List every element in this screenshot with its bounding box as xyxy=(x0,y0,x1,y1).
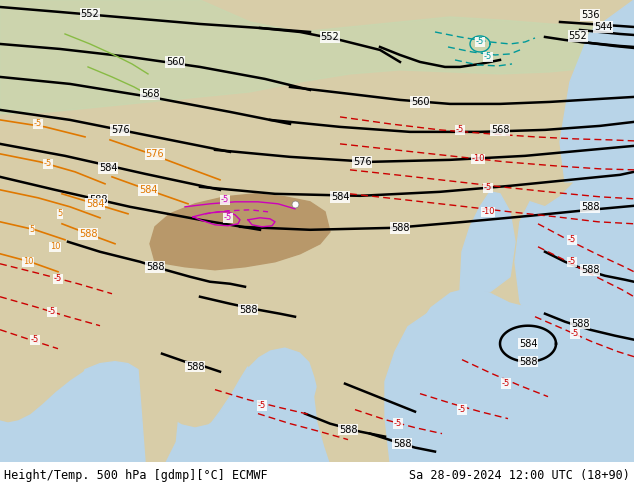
Text: -5: -5 xyxy=(568,235,576,245)
Text: -5: -5 xyxy=(258,401,266,410)
Text: Sa 28-09-2024 12:00 UTC (18+90): Sa 28-09-2024 12:00 UTC (18+90) xyxy=(409,469,630,482)
Polygon shape xyxy=(515,0,634,462)
Polygon shape xyxy=(118,350,178,462)
Text: 576: 576 xyxy=(111,125,129,135)
Text: Height/Temp. 500 hPa [gdmp][°C] ECMWF: Height/Temp. 500 hPa [gdmp][°C] ECMWF xyxy=(4,469,268,482)
Text: 588: 588 xyxy=(391,223,410,233)
Polygon shape xyxy=(460,192,515,292)
Text: 5: 5 xyxy=(57,209,63,219)
Text: -5: -5 xyxy=(458,405,466,414)
Text: -5: -5 xyxy=(44,159,52,169)
Text: 576: 576 xyxy=(146,149,164,159)
Polygon shape xyxy=(348,377,400,462)
Text: 584: 584 xyxy=(86,199,104,209)
Polygon shape xyxy=(315,371,360,462)
Polygon shape xyxy=(385,312,490,462)
Text: -5: -5 xyxy=(456,125,464,134)
Text: -5: -5 xyxy=(484,183,492,193)
Text: -10: -10 xyxy=(481,207,495,216)
Text: 588: 588 xyxy=(581,265,599,275)
Text: -5: -5 xyxy=(31,335,39,344)
Text: -5: -5 xyxy=(484,52,492,61)
Polygon shape xyxy=(170,367,248,462)
Text: 544: 544 xyxy=(594,22,612,32)
Text: 588: 588 xyxy=(339,425,357,435)
Text: -5: -5 xyxy=(221,196,229,204)
Text: 588: 588 xyxy=(392,439,411,449)
Text: 10: 10 xyxy=(23,257,33,266)
Text: -5: -5 xyxy=(34,120,42,128)
Text: 584: 584 xyxy=(331,192,349,202)
Text: 588: 588 xyxy=(571,318,589,329)
Polygon shape xyxy=(78,362,145,462)
Text: 588: 588 xyxy=(239,305,257,315)
Text: 584: 584 xyxy=(139,185,157,195)
Text: 584: 584 xyxy=(99,163,117,173)
Text: 588: 588 xyxy=(519,357,537,367)
Text: 588: 588 xyxy=(186,362,204,372)
Text: 568: 568 xyxy=(141,89,159,99)
Text: -5: -5 xyxy=(476,37,484,47)
Text: -5: -5 xyxy=(224,213,232,222)
Text: -5: -5 xyxy=(394,419,402,428)
Polygon shape xyxy=(490,167,510,197)
Text: -5: -5 xyxy=(48,307,56,316)
Text: 10: 10 xyxy=(49,242,60,251)
Text: 588: 588 xyxy=(146,262,164,272)
Text: -5: -5 xyxy=(502,379,510,388)
Polygon shape xyxy=(530,167,575,197)
Text: 552: 552 xyxy=(321,32,339,42)
Polygon shape xyxy=(510,184,530,207)
Text: 5: 5 xyxy=(29,225,35,234)
Text: -5: -5 xyxy=(568,257,576,266)
Text: 576: 576 xyxy=(353,157,372,167)
Polygon shape xyxy=(0,0,634,114)
Text: 588: 588 xyxy=(581,202,599,212)
Polygon shape xyxy=(150,194,330,270)
Text: 560: 560 xyxy=(165,57,184,67)
Text: 588: 588 xyxy=(79,229,97,239)
Text: 552: 552 xyxy=(569,31,587,41)
Text: -10: -10 xyxy=(471,154,485,163)
Polygon shape xyxy=(0,0,634,457)
Text: -5: -5 xyxy=(571,329,579,338)
Text: 584: 584 xyxy=(519,339,537,349)
Text: 536: 536 xyxy=(581,10,599,20)
Text: -5: -5 xyxy=(54,274,62,283)
Text: 552: 552 xyxy=(81,9,100,19)
Text: 568: 568 xyxy=(491,125,509,135)
Text: 560: 560 xyxy=(411,97,429,107)
Text: 588: 588 xyxy=(89,195,107,205)
